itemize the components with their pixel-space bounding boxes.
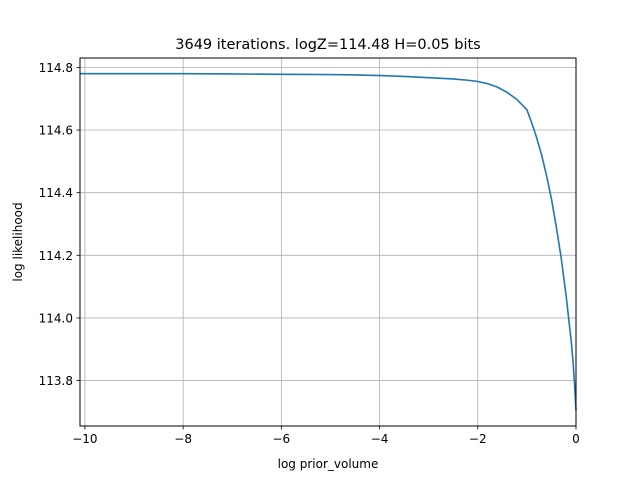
y-tick-label: 113.8 <box>39 374 73 388</box>
series-line <box>80 72 577 411</box>
plot-frame <box>79 57 577 427</box>
y-tick-label: 114.4 <box>39 186 73 200</box>
x-tick-label: −4 <box>371 432 389 446</box>
x-tick-label: −6 <box>272 432 290 446</box>
ticks: −10 −8 −6 −4 −2 0 113.8 114.0 114.2 114.4 114.6 114… <box>39 61 580 446</box>
x-tick-label: 0 <box>572 432 580 446</box>
y-tick-label: 114.8 <box>39 61 73 75</box>
y-tick-label: 114.2 <box>39 249 73 263</box>
x-tick-label: −10 <box>72 432 97 446</box>
x-tick-label: −8 <box>174 432 192 446</box>
chart-title: 3649 iterations. logZ=114.48 H=0.05 bits <box>175 37 481 53</box>
y-axis-label: log likelihood <box>11 202 25 281</box>
y-tick-label: 114.6 <box>39 124 73 138</box>
x-axis-label: log prior_volume <box>278 457 379 471</box>
series-layer <box>80 72 577 411</box>
y-tick-label: 114.0 <box>39 311 73 325</box>
x-tick-label: −2 <box>469 432 487 446</box>
